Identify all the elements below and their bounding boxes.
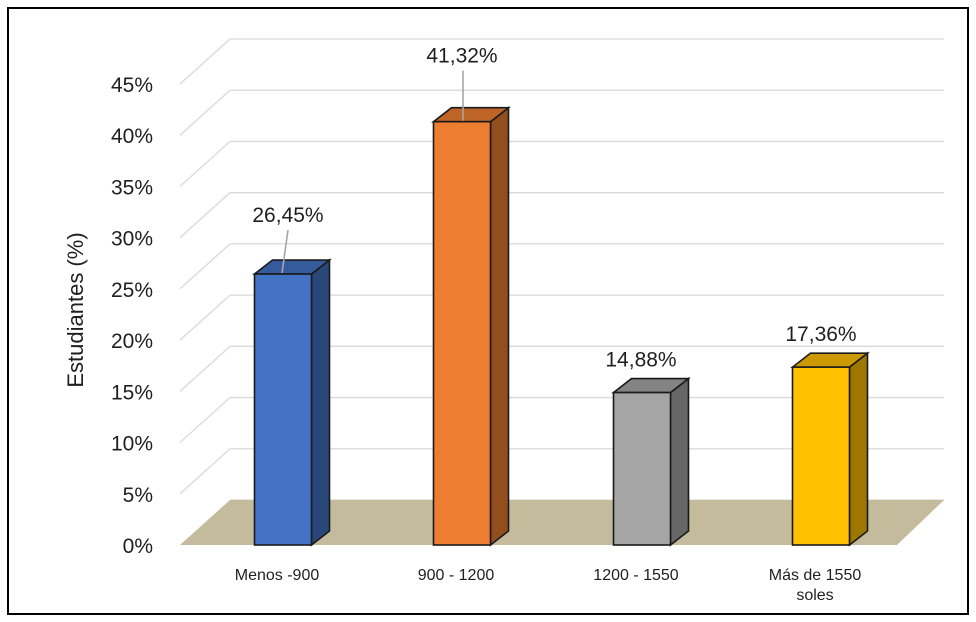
leader-line (281, 229, 289, 274)
gridline-diagonal (179, 89, 231, 136)
bar-front-face (253, 273, 313, 546)
bar-side-face (489, 106, 510, 547)
bar-side-face (669, 376, 690, 547)
gridline-diagonal (179, 345, 231, 392)
y-tick-label: 35% (111, 176, 153, 199)
y-axis-ticks: 0% 5% 10% 15% 20% 25% 30% 35% 40% 45% (111, 74, 153, 558)
floor-plane (180, 500, 944, 545)
y-tick-label: 10% (111, 433, 153, 456)
bar (431, 106, 511, 547)
y-tick-label: 0% (123, 535, 153, 558)
data-label: 14,88% (605, 349, 676, 372)
bar-front-face (432, 120, 492, 546)
gridline-diagonal (179, 397, 231, 444)
gridline-diagonal (179, 294, 231, 341)
gridline-diagonal (179, 38, 231, 85)
leader-lines (281, 70, 464, 274)
x-category-label: Más de 1550 (769, 567, 862, 584)
y-tick-label: 45% (111, 74, 153, 97)
gridline-diagonal (179, 243, 231, 290)
gridline-diagonal (179, 192, 231, 239)
data-label: 26,45% (252, 204, 323, 227)
bar-side-face (848, 351, 869, 547)
bar-front-face (612, 391, 672, 546)
data-labels: 26,45% 41,32% 14,88% 17,36% (252, 45, 856, 372)
y-tick-label: 15% (111, 381, 153, 404)
bar-front-face (791, 366, 851, 546)
category-labels: Menos -900 900 - 1200 1200 - 1550 Más de 15… (235, 567, 862, 604)
bar (252, 258, 332, 547)
y-tick-label: 30% (111, 228, 153, 251)
y-tick-label: 5% (123, 484, 153, 507)
y-axis-title: Estudiantes (%) (63, 232, 88, 387)
gridline-diagonal (179, 140, 231, 187)
x-category-label: 900 - 1200 (418, 567, 495, 584)
y-tick-label: 25% (111, 279, 153, 302)
bars (252, 106, 870, 547)
x-category-label: 1200 - 1550 (593, 567, 679, 584)
y-tick-label: 20% (111, 330, 153, 353)
data-label: 41,32% (426, 45, 497, 68)
bar (790, 351, 870, 547)
x-category-label: Menos -900 (235, 567, 320, 584)
bar (611, 376, 691, 547)
x-category-label: soles (796, 587, 833, 604)
y-tick-label: 40% (111, 125, 153, 148)
gridline-diagonal (179, 448, 231, 495)
data-label: 17,36% (785, 323, 856, 346)
bar-side-face (310, 258, 331, 547)
chart-floor (180, 500, 944, 545)
